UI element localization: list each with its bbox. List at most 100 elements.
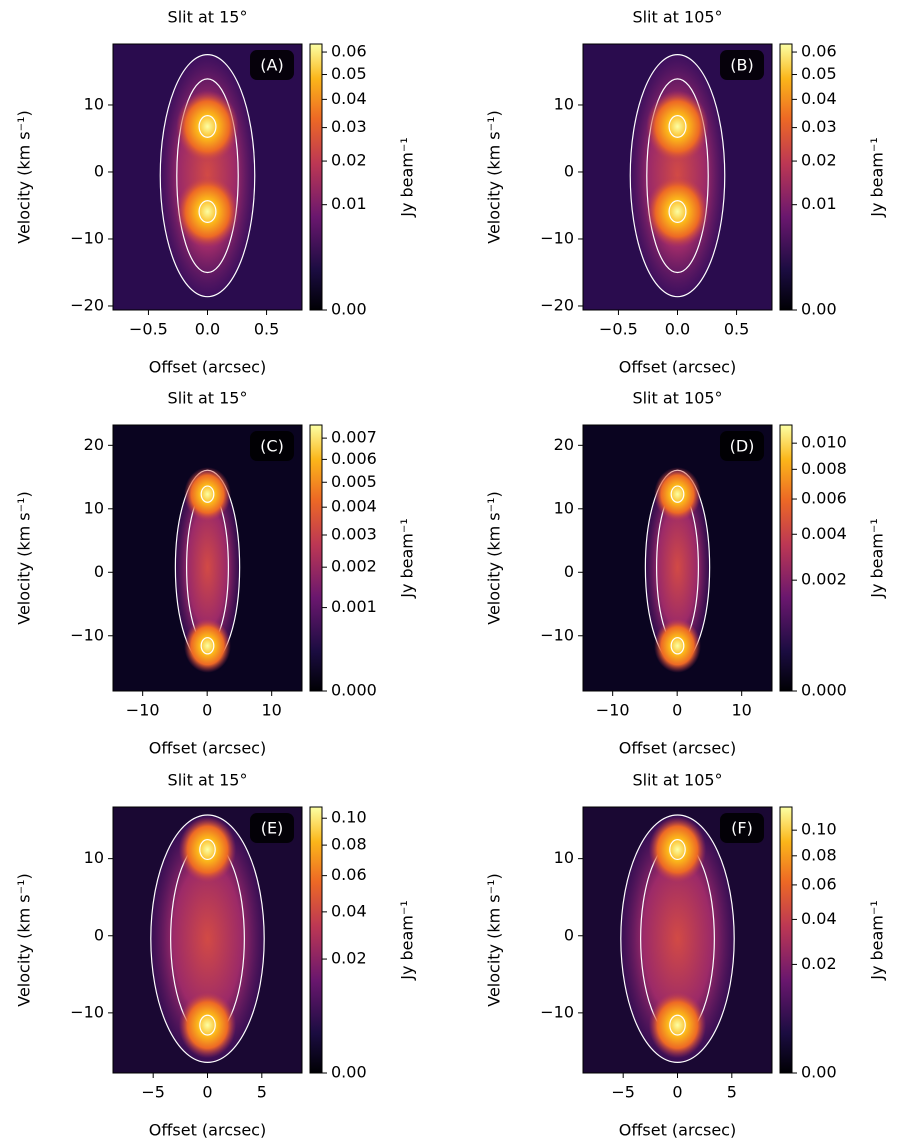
y-tick-label: 10	[84, 848, 104, 867]
x-axis-label: Offset (arcsec)	[619, 358, 736, 377]
x-tick-label: 5	[727, 1083, 737, 1102]
x-tick-label: 0.0	[665, 320, 690, 339]
x-tick-label: −5	[611, 1083, 635, 1102]
panel-label: (B)	[730, 56, 753, 75]
contour	[670, 485, 685, 503]
colorbar-tick-label: 0.007	[331, 428, 377, 447]
contour	[199, 839, 216, 861]
peak	[184, 467, 231, 522]
colorbar-tick-label: 0.00	[331, 1063, 367, 1082]
y-axis-label: Velocity (km s⁻¹)	[15, 873, 34, 1006]
y-tick-label: 0	[94, 562, 104, 581]
contour	[159, 54, 256, 298]
y-tick-label: 0	[564, 562, 574, 581]
colorbar-tick-label: 0.08	[801, 845, 837, 864]
y-tick-label: 10	[554, 498, 574, 517]
image	[583, 425, 772, 691]
colorbar-tick-label: 0.10	[801, 820, 837, 839]
contour	[646, 78, 709, 274]
x-tick-label: −10	[126, 701, 160, 720]
colorbar-tick-label: 0.010	[801, 433, 847, 452]
panel-label-box	[720, 50, 764, 80]
contour	[629, 54, 726, 298]
panel-label-box	[720, 431, 764, 461]
colorbar-tick-label: 0.03	[801, 117, 837, 136]
y-axis-label: Velocity (km s⁻¹)	[485, 110, 504, 243]
panel-label-box	[250, 813, 294, 843]
colorbar-tick-label: 0.03	[331, 117, 367, 136]
peak	[648, 992, 707, 1059]
contour	[198, 115, 217, 138]
contour	[198, 200, 217, 223]
contour	[668, 115, 687, 138]
colorbar-tick-label: 0.02	[331, 151, 367, 170]
x-tick-label: 0.5	[724, 320, 749, 339]
x-tick-label: 0.5	[254, 320, 279, 339]
colorbar-label: Jy beam⁻¹	[868, 900, 887, 981]
colorbar-tick-label: 0.06	[331, 865, 367, 884]
x-axis-label: Offset (arcsec)	[149, 358, 266, 377]
y-tick-label: −10	[540, 228, 574, 247]
x-tick-label: 10	[732, 701, 752, 720]
colorbar-label: Jy beam⁻¹	[868, 518, 887, 599]
x-tick-label: 10	[262, 701, 282, 720]
colorbar-tick-label: 0.001	[331, 597, 377, 616]
y-axis-label: Velocity (km s⁻¹)	[15, 491, 34, 624]
colorbar-tick-label: 0.006	[801, 489, 847, 508]
panel-label: (F)	[731, 819, 753, 838]
colorbar-tick-label: 0.000	[331, 681, 377, 700]
y-axis-label: Velocity (km s⁻¹)	[485, 873, 504, 1006]
colorbar-label: Jy beam⁻¹	[398, 137, 417, 218]
colorbar-tick-label: 0.06	[801, 42, 837, 61]
peak	[646, 90, 709, 163]
y-tick-label: −20	[70, 295, 104, 314]
panel-label: (C)	[260, 437, 284, 456]
colorbar	[309, 806, 323, 1074]
peak	[176, 175, 239, 248]
contour	[669, 1014, 686, 1036]
y-tick-label: 0	[564, 161, 574, 180]
colorbar-tick-label: 0.06	[331, 42, 367, 61]
image	[583, 44, 772, 310]
chart-title: Slit at 15°	[168, 8, 248, 27]
x-tick-label: −5	[141, 1083, 165, 1102]
y-tick-label: 10	[84, 94, 104, 113]
contour	[620, 814, 735, 1063]
colorbar-tick-label: 0.08	[331, 835, 367, 854]
y-axis-label: Velocity (km s⁻¹)	[15, 110, 34, 243]
y-tick-label: −20	[540, 295, 574, 314]
colorbar-tick-label: 0.02	[801, 151, 837, 170]
colorbar-tick-label: 0.00	[331, 300, 367, 319]
y-axis-label: Velocity (km s⁻¹)	[485, 491, 504, 624]
x-tick-label: 0	[202, 701, 212, 720]
x-tick-label: −0.5	[129, 320, 168, 339]
colorbar-tick-label: 0.004	[801, 524, 847, 543]
peak	[184, 618, 231, 673]
colorbar-tick-label: 0.04	[331, 901, 367, 920]
peak	[176, 90, 239, 163]
contour	[200, 485, 215, 503]
image	[583, 807, 772, 1073]
colorbar-tick-label: 0.01	[331, 194, 367, 213]
contour	[150, 814, 265, 1063]
colorbar	[309, 43, 323, 311]
colorbar-tick-label: 0.01	[801, 194, 837, 213]
panel-label: (E)	[261, 819, 284, 838]
x-tick-label: 0	[672, 701, 682, 720]
x-tick-label: 5	[257, 1083, 267, 1102]
contour	[176, 78, 239, 274]
peak	[648, 816, 707, 883]
y-tick-label: 0	[564, 925, 574, 944]
colorbar-tick-label: 0.04	[331, 89, 367, 108]
x-axis-label: Offset (arcsec)	[619, 1121, 736, 1140]
contour	[200, 637, 215, 655]
y-tick-label: 20	[84, 435, 104, 454]
peak	[646, 175, 709, 248]
colorbar-tick-label: 0.04	[801, 89, 837, 108]
y-tick-label: 10	[554, 94, 574, 113]
colorbar-tick-label: 0.06	[801, 874, 837, 893]
colorbar	[779, 806, 793, 1074]
contour	[670, 637, 685, 655]
colorbar-tick-label: 0.00	[801, 300, 837, 319]
